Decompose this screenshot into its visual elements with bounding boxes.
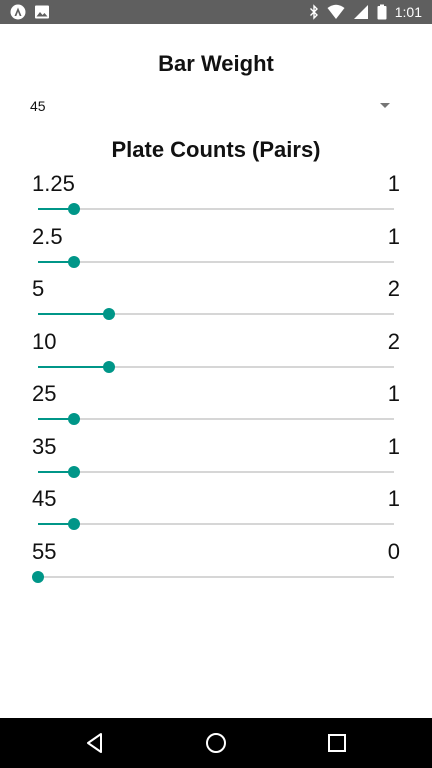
plate-weight-label: 45 (32, 485, 56, 513)
slider-track (38, 471, 394, 473)
slider-thumb[interactable] (103, 361, 115, 373)
plate-count-slider[interactable] (38, 308, 394, 320)
plate-count-value: 1 (388, 380, 400, 408)
plate-count-slider[interactable] (38, 361, 394, 373)
image-icon (34, 4, 50, 20)
slider-thumb[interactable] (68, 466, 80, 478)
plate-weight-label: 35 (32, 433, 56, 461)
plate-list: 1.25 1 2.5 1 5 2 10 2 (0, 170, 432, 590)
slider-thumb[interactable] (103, 308, 115, 320)
slider-thumb[interactable] (68, 518, 80, 530)
dropdown-arrow-icon (380, 103, 390, 108)
plate-count-slider[interactable] (38, 256, 394, 268)
bar-weight-dropdown[interactable]: 45 (30, 95, 400, 117)
plate-row: 2.5 1 (0, 223, 432, 276)
plate-count-value: 1 (388, 433, 400, 461)
status-bar: 1:01 (0, 0, 432, 24)
slider-track (38, 418, 394, 420)
plate-count-slider[interactable] (38, 413, 394, 425)
slider-thumb[interactable] (68, 256, 80, 268)
navigation-bar (0, 718, 432, 768)
plate-row: 35 1 (0, 433, 432, 486)
status-left-icons (10, 3, 50, 21)
bar-weight-selected-value: 45 (30, 97, 46, 115)
slider-fill (38, 313, 109, 315)
plate-weight-label: 55 (32, 538, 56, 566)
plate-weight-label: 25 (32, 380, 56, 408)
slider-thumb[interactable] (68, 203, 80, 215)
home-icon[interactable] (203, 730, 229, 756)
plate-counts-title: Plate Counts (Pairs) (0, 136, 432, 164)
slider-fill (38, 366, 109, 368)
plate-row: 25 1 (0, 380, 432, 433)
plate-count-value: 2 (388, 328, 400, 356)
plate-count-value: 1 (388, 223, 400, 251)
battery-icon (377, 4, 387, 20)
wifi-icon (327, 4, 345, 20)
app-logo-icon (10, 4, 26, 20)
bluetooth-icon (309, 4, 319, 20)
plate-row: 1.25 1 (0, 170, 432, 223)
plate-count-slider[interactable] (38, 571, 394, 583)
status-time: 1:01 (395, 4, 422, 20)
back-icon[interactable] (82, 730, 108, 756)
plate-row: 10 2 (0, 328, 432, 381)
status-right-icons: 1:01 (309, 3, 422, 21)
plate-count-value: 1 (388, 485, 400, 513)
plate-count-value: 0 (388, 538, 400, 566)
slider-thumb[interactable] (32, 571, 44, 583)
signal-icon (353, 4, 369, 20)
slider-track (38, 261, 394, 263)
plate-weight-label: 1.25 (32, 170, 75, 198)
plate-weight-label: 2.5 (32, 223, 63, 251)
plate-count-slider[interactable] (38, 518, 394, 530)
slider-thumb[interactable] (68, 413, 80, 425)
plate-count-slider[interactable] (38, 203, 394, 215)
slider-track (38, 523, 394, 525)
plate-weight-label: 5 (32, 275, 44, 303)
plate-row: 55 0 (0, 538, 432, 591)
bar-weight-title: Bar Weight (0, 50, 432, 78)
recents-icon[interactable] (324, 730, 350, 756)
plate-count-value: 1 (388, 170, 400, 198)
slider-track (38, 576, 394, 578)
plate-count-value: 2 (388, 275, 400, 303)
slider-track (38, 208, 394, 210)
plate-count-slider[interactable] (38, 466, 394, 478)
plate-row: 5 2 (0, 275, 432, 328)
plate-row: 45 1 (0, 485, 432, 538)
plate-weight-label: 10 (32, 328, 56, 356)
